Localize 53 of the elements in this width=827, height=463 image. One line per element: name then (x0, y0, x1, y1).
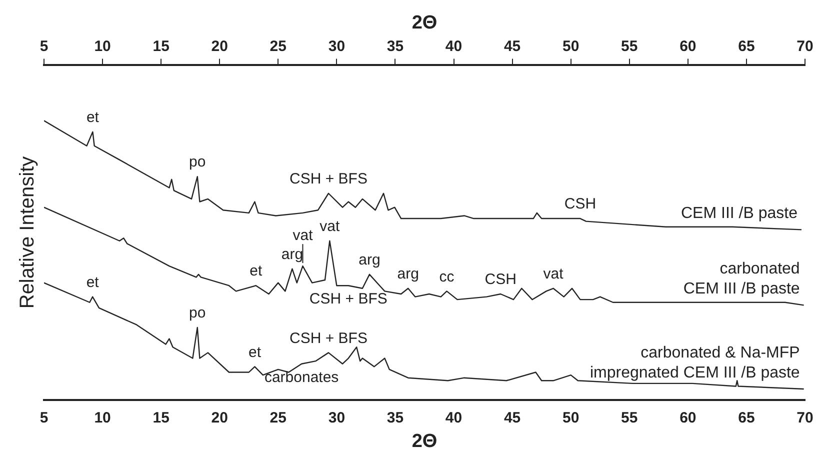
x-tick-label: 50 (562, 409, 580, 426)
x-tick-label: 45 (504, 409, 521, 426)
annotation: CSH (564, 196, 596, 213)
x-tick-label: 40 (445, 409, 462, 426)
x-tick-label: 5 (40, 409, 48, 426)
x2-tick-label: 30 (328, 38, 346, 55)
annotation: CSH (484, 271, 516, 288)
x2-tick-label: 50 (562, 38, 580, 55)
x2-tick-label: 55 (621, 38, 638, 55)
annotation: cc (439, 268, 455, 286)
annotation: po (189, 304, 206, 322)
x-tick-label: 65 (738, 409, 755, 426)
annotation: vat (543, 266, 564, 283)
x-tick-label: 20 (211, 409, 228, 426)
series-label: CEM III /B paste (681, 205, 798, 222)
x2-tick-label: 5 (40, 38, 48, 55)
annotation: et (248, 344, 262, 361)
x2-tick-label: 35 (386, 38, 404, 55)
x-axis-title: 2Θ (412, 430, 438, 452)
x-tick-label: 10 (94, 409, 111, 426)
series-label: carbonated CEM III /B paste (683, 260, 800, 298)
annotation: arg (358, 252, 380, 269)
x2-tick-label: 15 (152, 38, 170, 55)
x2-tick-label: 70 (796, 38, 814, 55)
annotation: arg (281, 246, 304, 263)
y-axis-title: Relative Intensity (16, 156, 39, 309)
x2-tick-label: 40 (445, 38, 462, 55)
annotation: et (86, 109, 100, 126)
x2-axis-title: 2Θ (412, 12, 438, 34)
x2-tick-label: 45 (504, 38, 521, 55)
x2-tick-label: 20 (211, 38, 228, 55)
x-tick-label: 70 (796, 409, 814, 426)
x-tick-label: 15 (152, 409, 170, 426)
x2-tick-label: 65 (738, 38, 755, 55)
x-tick-label: 35 (386, 409, 404, 426)
annotation: CSH + BFS (290, 330, 368, 347)
annotation: CSH + BFS (309, 290, 388, 308)
x2-tick-label: 10 (94, 38, 111, 55)
annotation: et (86, 274, 100, 291)
annotation: vat (292, 227, 314, 244)
x2-tick-label: 25 (270, 38, 286, 55)
x-tick-label: 30 (328, 409, 346, 426)
x-tick-label: 55 (621, 409, 638, 426)
annotation: et (250, 262, 263, 280)
x-tick-label: 25 (270, 409, 286, 426)
x-tick-label: 60 (680, 409, 696, 426)
series-label: carbonated & Na-MFP impregnated CEM III /B paste (590, 344, 800, 382)
annotation: arg (397, 266, 419, 283)
annotation: carbonates (264, 369, 339, 386)
annotation: vat (320, 218, 340, 236)
annotation: CSH + BFS (290, 170, 368, 188)
x2-tick-label: 60 (680, 38, 696, 55)
annotation: po (189, 154, 206, 171)
